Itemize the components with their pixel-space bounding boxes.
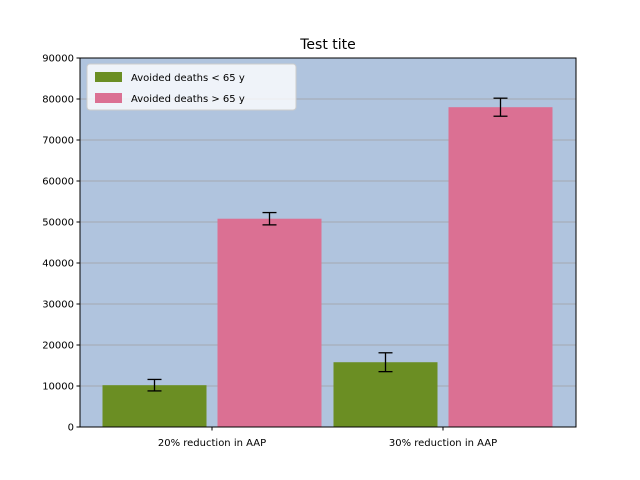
x-tick-label: 30% reduction in AAP: [389, 438, 497, 449]
legend-label: Avoided deaths > 65 y: [131, 94, 245, 105]
legend-label: Avoided deaths < 65 y: [131, 73, 245, 84]
bars: [102, 107, 553, 427]
y-tick-label: 60000: [42, 177, 74, 188]
bar: [448, 107, 553, 427]
legend-swatch: [95, 93, 122, 103]
bar: [333, 362, 438, 427]
y-tick-label: 50000: [42, 218, 74, 229]
y-tick-label: 30000: [42, 300, 74, 311]
plot-frame: [79, 57, 577, 428]
legend-box: [86, 63, 297, 111]
bar: [102, 385, 207, 427]
legend: Avoided deaths < 65 y Avoided deaths > 65…: [86, 63, 297, 111]
y-tick-label: 0: [68, 423, 74, 434]
x-tick-label: 20% reduction in AAP: [158, 438, 266, 449]
y-tick-label: 10000: [42, 382, 74, 393]
chart-title: Test tite: [299, 37, 356, 53]
y-tick-label: 70000: [42, 136, 74, 147]
x-axis: 20% reduction in AAP 30% reduction in AAP: [158, 427, 497, 449]
bar: [217, 218, 322, 427]
error-bars: [147, 97, 508, 392]
y-axis: 0 10000 20000 30000 40000 50000 60000 70000 8000…: [42, 54, 80, 434]
legend-swatch: [95, 72, 122, 82]
y-tick-label: 20000: [42, 341, 74, 352]
y-tick-label: 40000: [42, 259, 74, 270]
y-tick-label: 80000: [42, 95, 74, 106]
y-tick-label: 90000: [42, 54, 74, 65]
